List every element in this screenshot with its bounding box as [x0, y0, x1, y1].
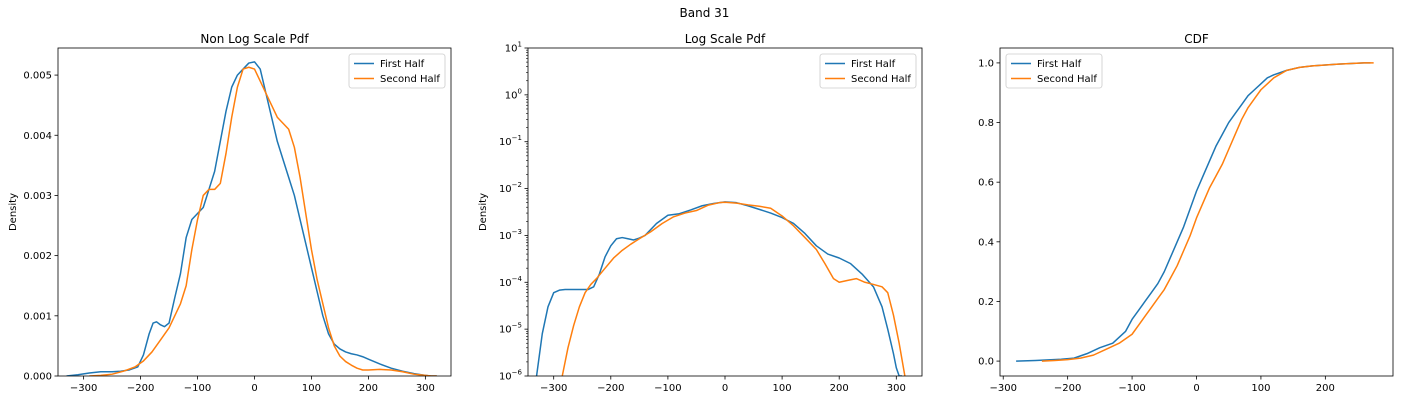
y-tick-label: 0.8	[978, 118, 994, 129]
y-tick-base: 10	[505, 44, 518, 55]
y-tick-label: 0.000	[23, 372, 52, 383]
x-tick-label: 300	[887, 383, 906, 394]
legend-entry: First Half	[1037, 59, 1082, 70]
y-tick-label: 10−1	[499, 134, 522, 148]
y-tick-exponent: −4	[512, 275, 523, 283]
y-tick-label: 0.002	[23, 251, 52, 262]
subplot-cdf: −300 −200 −100 0 100 200 0.0 0.2 0.4 0.6 0.8 1.0 CDF…	[978, 32, 1394, 394]
y-tick-exponent: −6	[512, 369, 523, 377]
series-line-second-half	[561, 201, 906, 376]
subplot-log-pdf: −300 −200 −100 0 100 200 30010−610−510−410−310…	[478, 32, 923, 394]
y-tick-base: 10	[499, 137, 512, 148]
axes-frame	[527, 47, 923, 377]
legend-entry: Second Half	[851, 74, 911, 85]
axes-frame	[57, 47, 452, 377]
subplot-non-log-pdf: −300 −200 −100 0 100 200 300 0.000 0.001 0.002 0.0…	[8, 32, 452, 394]
y-axis-label: Density	[478, 193, 489, 231]
y-tick-base: 10	[499, 325, 512, 336]
y-tick-base: 10	[499, 372, 512, 383]
y-tick-label: 0.6	[978, 178, 994, 189]
x-tick-label: 300	[416, 383, 435, 394]
y-tick-label: 1.0	[978, 58, 994, 69]
y-tick-label: 10−3	[499, 228, 522, 242]
y-tick-base: 10	[499, 231, 512, 242]
y-tick-exponent: −5	[512, 322, 522, 330]
y-tick-exponent: −1	[512, 134, 522, 142]
legend: First Half Second Half	[1005, 53, 1103, 89]
series-line-first-half	[1016, 62, 1371, 362]
y-tick-exponent: −2	[512, 181, 522, 189]
y-tick-base: 10	[499, 184, 512, 195]
y-tick-label: 0.003	[23, 191, 52, 202]
y-tick-label: 10−6	[499, 369, 523, 383]
legend: First Half Second Half	[348, 53, 446, 89]
x-tick-label: −100	[654, 383, 681, 394]
x-tick-label: 100	[773, 383, 792, 394]
x-tick-label: 200	[1316, 383, 1335, 394]
series-line-first-half	[66, 61, 437, 376]
legend-entry: Second Half	[380, 74, 440, 85]
series-line-second-half	[1041, 62, 1374, 362]
y-tick-exponent: 0	[518, 87, 522, 95]
legend-entry: Second Half	[1037, 74, 1097, 85]
y-tick-exponent: −3	[512, 228, 522, 236]
x-tick-label: −200	[127, 383, 154, 394]
y-tick-label: 0.005	[23, 71, 52, 82]
y-tick-label: 0.4	[978, 237, 994, 248]
x-tick-label: −200	[597, 383, 624, 394]
legend: First Half Second Half	[819, 53, 917, 89]
y-tick-label: 10−2	[499, 181, 522, 195]
y-tick-label: 100	[505, 87, 522, 101]
y-tick-base: 10	[499, 278, 512, 289]
legend-entry: First Half	[380, 59, 425, 70]
subplot-title: Non Log Scale Pdf	[200, 32, 309, 46]
y-tick-label: 10−5	[499, 322, 522, 336]
x-tick-label: 0	[722, 383, 728, 394]
y-tick-label: 0.004	[23, 131, 52, 142]
x-tick-label: 0	[1193, 383, 1199, 394]
x-tick-label: −100	[1118, 383, 1145, 394]
x-tick-label: 100	[302, 383, 321, 394]
y-tick-label: 10−4	[499, 275, 523, 289]
axes-frame	[999, 47, 1394, 377]
x-tick-label: 100	[1251, 383, 1270, 394]
x-tick-label: −300	[540, 383, 567, 394]
series-line-first-half	[535, 201, 903, 376]
subplot-title: CDF	[1184, 32, 1209, 46]
y-tick-label: 101	[505, 41, 522, 55]
series-line-second-half	[89, 66, 437, 376]
x-tick-label: −300	[70, 383, 97, 394]
figure-title: Band 31	[680, 6, 730, 20]
x-tick-label: −100	[184, 383, 211, 394]
y-tick-base: 10	[505, 90, 518, 101]
legend-frame	[1005, 53, 1103, 89]
subplot-title: Log Scale Pdf	[685, 32, 766, 46]
legend-frame	[819, 53, 917, 89]
legend-frame	[348, 53, 446, 89]
x-tick-label: −200	[1054, 383, 1081, 394]
y-tick-label: 0.2	[978, 297, 994, 308]
y-tick-label: 0.0	[978, 357, 994, 368]
legend-entry: First Half	[851, 59, 896, 70]
x-tick-label: 200	[830, 383, 849, 394]
x-tick-label: −300	[989, 383, 1016, 394]
y-tick-exponent: 1	[518, 41, 522, 49]
y-tick-label: 0.001	[23, 311, 52, 322]
y-axis-label: Density	[8, 193, 19, 231]
x-tick-label: 200	[359, 383, 378, 394]
x-tick-label: 0	[251, 383, 257, 394]
